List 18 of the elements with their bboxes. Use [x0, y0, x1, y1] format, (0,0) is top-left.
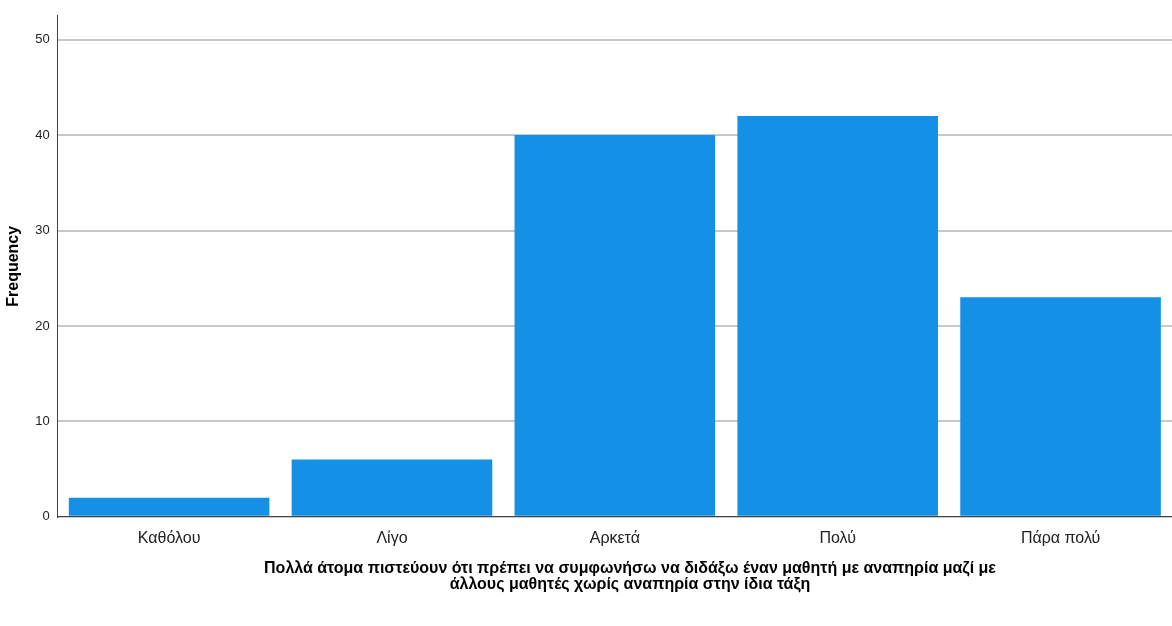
y-tick-label: 20	[35, 317, 50, 333]
y-tick-label: 50	[35, 31, 50, 47]
y-axis-title: Frequency	[4, 225, 22, 307]
bar	[68, 497, 270, 516]
bar	[960, 297, 1161, 516]
x-tick-label: Πάρα πολύ	[1020, 528, 1101, 546]
y-tick-label: 30	[35, 222, 50, 238]
x-tick-label: Αρκετά	[589, 528, 640, 546]
bar	[514, 135, 716, 516]
x-tick-label: Πολύ	[819, 528, 856, 546]
x-axis-title: Πολλά άτομα πιστεύουν ότι πρέπει να συμφωνήσω να διδάξω έναν μαθητή με αναπηρία μαζί με άλλους μαθητές χωρίς αναπηρία στην ίδια τάξη	[263, 559, 997, 592]
x-tick-label: Λίγο	[376, 528, 408, 546]
y-tick-label: 40	[35, 126, 50, 142]
y-tick-label: 0	[42, 508, 50, 524]
bar	[291, 459, 493, 516]
x-tick-label: Καθόλου	[137, 528, 201, 546]
y-tick-label: 10	[35, 412, 50, 428]
bar	[737, 116, 938, 516]
